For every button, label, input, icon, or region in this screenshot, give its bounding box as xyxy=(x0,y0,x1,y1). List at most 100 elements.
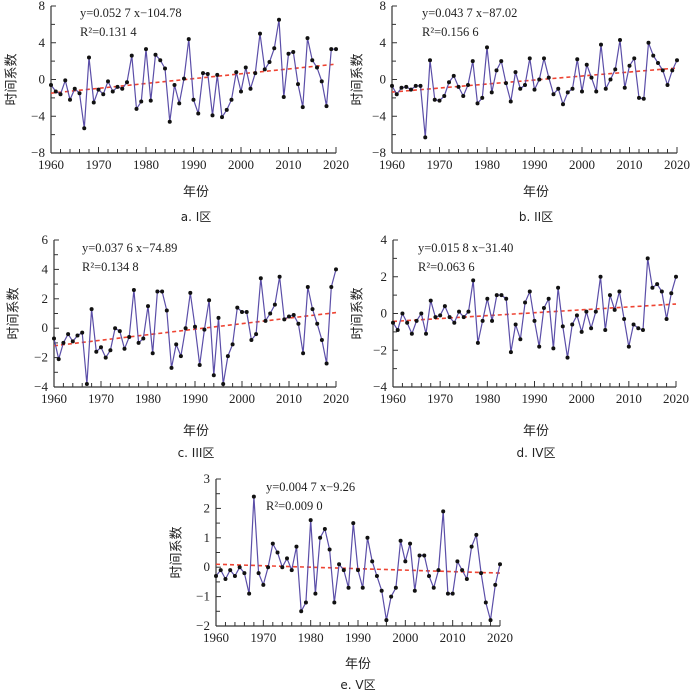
data-point xyxy=(94,349,99,354)
data-point xyxy=(164,308,169,313)
data-point xyxy=(148,98,153,103)
data-point xyxy=(436,568,441,573)
y-tick-label: −2 xyxy=(373,342,387,357)
data-point xyxy=(319,79,324,84)
data-point xyxy=(438,313,443,318)
regression-equation: y=0.037 6 x−74.89 xyxy=(82,241,177,255)
data-point xyxy=(99,345,103,350)
r-squared-label: R²=0.063 6 xyxy=(418,260,475,274)
data-point xyxy=(461,94,466,99)
x-tick-label: 2010 xyxy=(616,391,642,406)
data-point xyxy=(394,92,399,97)
data-point xyxy=(334,47,338,52)
data-point xyxy=(318,535,323,540)
data-point xyxy=(341,568,346,573)
x-axis-label: 年份 xyxy=(345,657,371,672)
data-point xyxy=(186,37,191,42)
y-tick-label: 6 xyxy=(42,232,49,247)
data-point xyxy=(414,318,419,323)
data-point xyxy=(183,326,188,331)
x-tick-label: 2000 xyxy=(229,391,255,406)
x-tick-label: 2010 xyxy=(440,630,466,645)
data-point xyxy=(52,336,56,341)
x-tick-label: 1990 xyxy=(182,391,208,406)
data-point xyxy=(272,46,277,51)
data-point xyxy=(437,98,442,103)
data-point xyxy=(603,328,608,333)
x-axis-label: 年份 xyxy=(523,185,549,200)
data-point xyxy=(291,312,296,317)
data-point xyxy=(275,550,280,555)
data-point xyxy=(499,59,504,64)
chart-c: −4 −2 0 2 4 6 1960 1970 1980 1990 2000 2010 2020 时间系数… xyxy=(7,232,350,460)
x-tick-label: 2020 xyxy=(663,391,689,406)
data-point xyxy=(77,91,82,96)
y-tick-label: 2 xyxy=(381,269,388,284)
x-tick-label: 1980 xyxy=(298,630,324,645)
data-point xyxy=(308,518,313,523)
data-point xyxy=(640,328,645,333)
data-point xyxy=(287,314,291,319)
r-squared-label: R²=0.009 0 xyxy=(266,499,323,513)
x-tick-label: 1980 xyxy=(135,391,161,406)
data-point xyxy=(403,559,408,564)
data-point xyxy=(332,600,337,605)
data-point xyxy=(641,96,646,101)
x-tick-label: 2000 xyxy=(228,157,254,172)
x-tick-label: 1960 xyxy=(380,391,406,406)
data-point xyxy=(108,348,113,353)
y-tick-label: 0 xyxy=(380,72,387,87)
data-point xyxy=(589,326,594,331)
data-point xyxy=(174,342,179,347)
x-tick-label: 2020 xyxy=(323,157,349,172)
data-point xyxy=(675,58,679,63)
data-point xyxy=(251,494,256,499)
data-point xyxy=(527,289,532,294)
data-point xyxy=(89,307,94,312)
data-point xyxy=(565,90,570,95)
data-point xyxy=(664,317,669,322)
x-tick-label: 1970 xyxy=(427,391,453,406)
data-point xyxy=(584,62,589,67)
data-point xyxy=(106,79,110,84)
y-tick-label: 8 xyxy=(39,0,46,13)
data-point xyxy=(155,289,160,294)
data-point xyxy=(460,568,465,573)
data-point xyxy=(546,296,551,301)
data-point xyxy=(218,568,223,573)
data-point xyxy=(169,365,174,370)
data-point xyxy=(258,31,262,36)
data-point xyxy=(253,71,258,76)
regression-equation: y=0.004 7 x−9.26 xyxy=(266,480,355,494)
data-point xyxy=(417,553,422,558)
data-point xyxy=(230,342,235,347)
data-point xyxy=(167,119,172,124)
data-point xyxy=(196,111,201,116)
chart-caption: a. I区 xyxy=(181,210,212,224)
data-point xyxy=(651,53,656,58)
x-tick-label: 1960 xyxy=(203,630,229,645)
data-point xyxy=(466,83,470,88)
data-point xyxy=(645,256,650,261)
chart-panel-c: −4 −2 0 2 4 6 1960 1970 1980 1990 2000 2010 2020 时间系数… xyxy=(0,230,350,460)
y-tick-label: −2 xyxy=(196,618,210,633)
y-tick-label: −8 xyxy=(372,145,386,160)
chart-caption: b. II区 xyxy=(519,210,553,224)
data-point xyxy=(607,293,612,298)
regression-equation: y=0.052 7 x−104.78 xyxy=(80,6,182,20)
chart-caption: c. III区 xyxy=(178,446,215,460)
x-tick-label: 1990 xyxy=(181,157,207,172)
data-point xyxy=(489,90,494,95)
y-tick-label: −4 xyxy=(31,108,45,123)
y-tick-label: 2 xyxy=(204,500,211,515)
data-point xyxy=(215,72,220,77)
chart-panel-a: −8 −4 0 4 8 1960 1970 1980 1990 2000 2010 2020 时间系数年… xyxy=(0,0,350,230)
chart-panel-e: −2 −1 0 1 2 3 1960 1970 1980 1990 2000 2010 2020 时间系数… xyxy=(160,460,530,695)
data-point xyxy=(475,340,480,345)
data-point xyxy=(389,594,394,599)
data-point xyxy=(305,36,310,41)
y-tick-label: −4 xyxy=(373,379,387,394)
x-tick-label: 2010 xyxy=(276,391,302,406)
y-axis-label: 时间系数 xyxy=(351,287,366,339)
data-point xyxy=(442,304,447,309)
